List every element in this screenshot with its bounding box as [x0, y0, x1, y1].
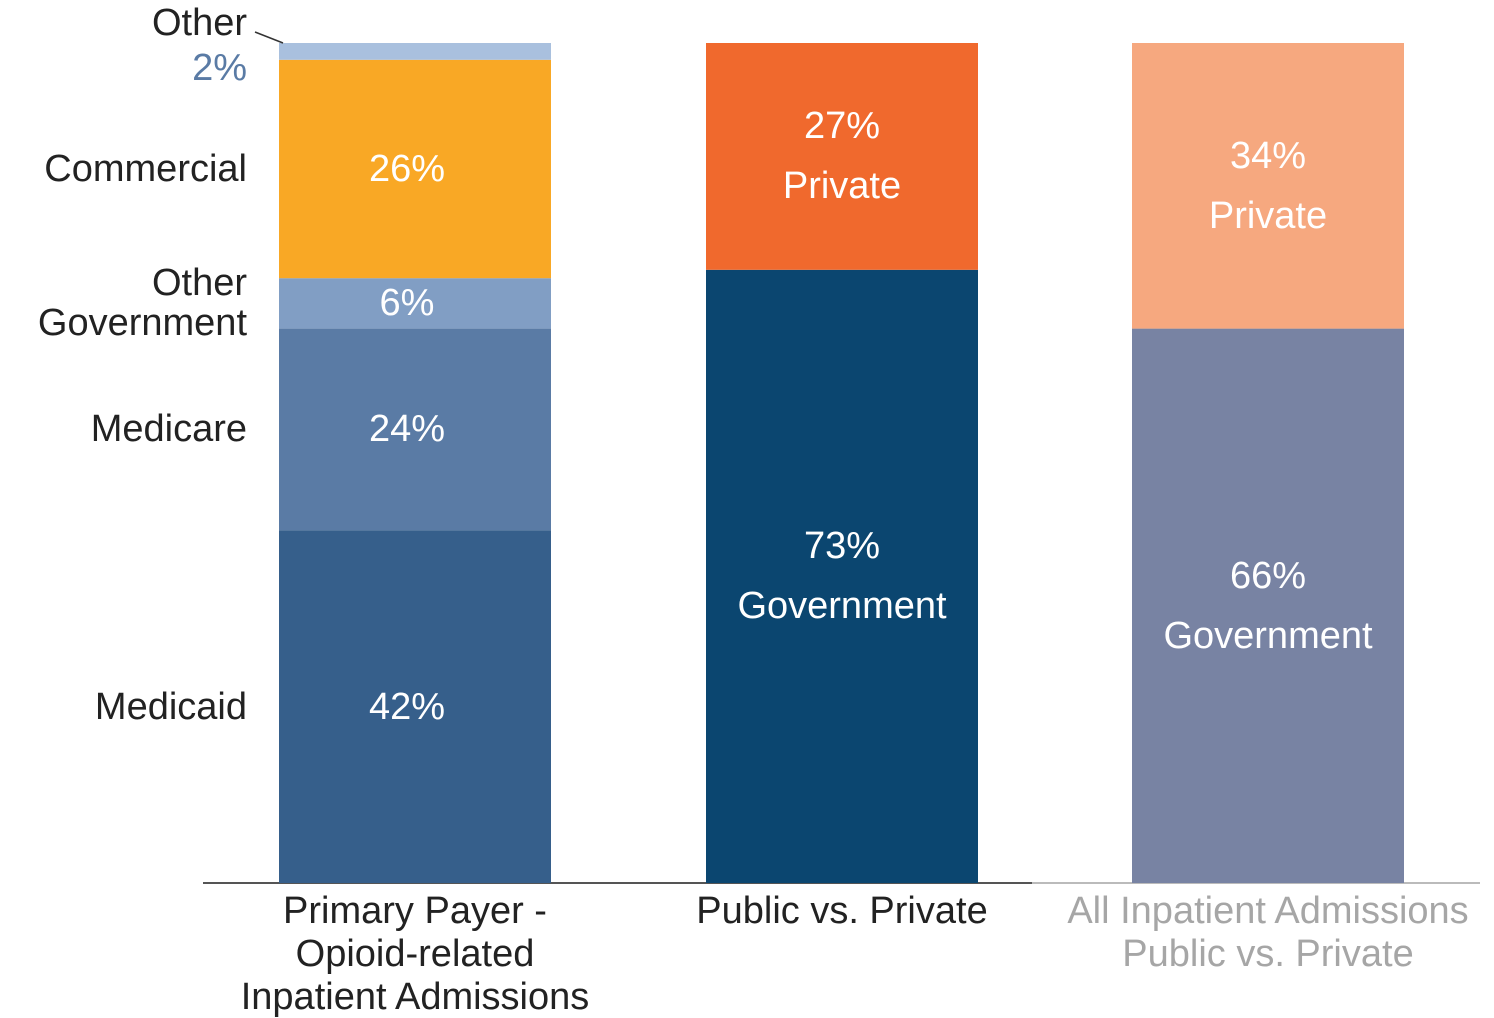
segment-name: Government: [737, 585, 947, 628]
value-label: 26%: [368, 148, 446, 190]
x-tick-label: Public vs. Private: [696, 890, 988, 932]
value-label: 42%: [368, 685, 446, 728]
value-label: 73%: [803, 525, 881, 568]
value-label: 24%: [368, 408, 446, 451]
bar-segment: [279, 328, 551, 531]
value-label: 66%: [1229, 554, 1307, 597]
leader-line: [254, 31, 284, 44]
bar-segment: [279, 43, 551, 60]
segment-name: Government: [1163, 614, 1373, 657]
segment-name: Medicaid: [94, 685, 247, 728]
value-label: 34%: [1229, 134, 1307, 177]
bar-segment: [706, 43, 978, 270]
bar-segment: [279, 530, 551, 883]
x-tick-label: All Inpatient Admissions Public vs. Priv…: [1067, 890, 1469, 975]
x-tick-label: Primary Payer - Opioid-related Inpatient…: [240, 890, 590, 1018]
bar-segment: [706, 269, 978, 883]
value-label: 6%: [379, 282, 435, 325]
segment-name: Commercial: [44, 148, 247, 190]
segment-name: Other Government: [37, 262, 247, 345]
segment-name: Private: [782, 165, 902, 208]
segment-name: Medicare: [90, 408, 247, 451]
bar-segment: [1132, 328, 1404, 884]
segment-name: Other: [151, 2, 247, 44]
bar-segment: [1132, 43, 1404, 329]
bar-segment: [279, 59, 551, 279]
segment-name: Private: [1208, 194, 1328, 237]
value-label: 2%: [192, 47, 247, 89]
value-label: 27%: [803, 105, 881, 148]
bar-segment: [279, 278, 551, 329]
